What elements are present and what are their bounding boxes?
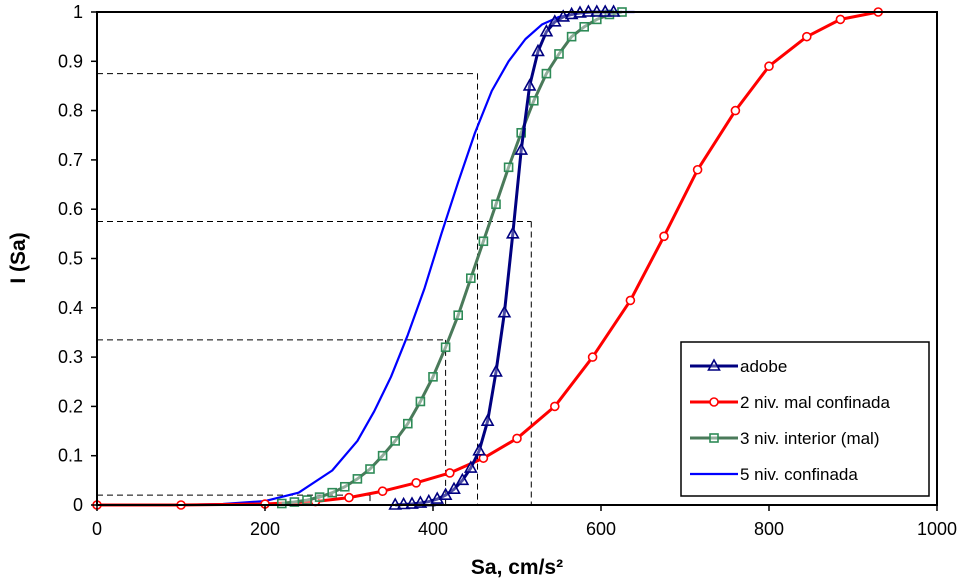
data-point <box>489 364 503 377</box>
data-point <box>554 49 564 59</box>
data-point <box>402 418 413 429</box>
data-point <box>411 478 422 488</box>
x-tick-label: 800 <box>754 519 784 539</box>
data-point <box>352 474 363 484</box>
y-axis-title: I (Sa) <box>7 232 30 283</box>
legend-box <box>680 341 930 497</box>
series-5-niv-confinada <box>97 10 635 507</box>
data-point <box>463 460 478 473</box>
series-3-niv-interior-mal <box>276 7 627 509</box>
data-point <box>497 305 512 318</box>
x-tick-label: 600 <box>586 519 616 539</box>
x-tick-label: 200 <box>250 519 280 539</box>
data-point <box>339 481 350 492</box>
data-point <box>587 352 598 362</box>
data-point <box>428 372 438 382</box>
y-tick-label: 0.2 <box>58 396 83 416</box>
data-point <box>390 436 401 446</box>
data-point <box>730 105 741 116</box>
x-tick-label: 400 <box>418 519 448 539</box>
x-tick-label: 1000 <box>917 519 957 539</box>
legend-label: 3 niv. interior (mal) <box>740 429 880 448</box>
y-tick-label: 0.9 <box>58 51 83 71</box>
reference-lines <box>97 73 532 505</box>
data-point <box>438 487 453 500</box>
data-point <box>539 24 554 37</box>
data-point <box>327 487 338 498</box>
data-point <box>549 401 560 412</box>
data-point <box>365 464 375 474</box>
data-point <box>514 142 529 155</box>
data-point <box>625 295 636 306</box>
data-point <box>377 486 388 496</box>
data-point <box>659 231 669 242</box>
data-point <box>455 472 470 486</box>
data-point <box>465 273 476 284</box>
y-tick-label: 0.6 <box>58 199 83 219</box>
data-point <box>531 43 545 57</box>
legend-marker <box>709 397 719 407</box>
data-point <box>516 127 527 138</box>
data-point <box>444 468 455 478</box>
data-point <box>579 21 590 32</box>
x-tick-label: 0 <box>92 519 102 539</box>
legend-marker <box>707 358 721 371</box>
data-point <box>566 31 577 42</box>
x-axis: 0 200 400 600 800 1000 <box>92 505 957 539</box>
legend-label: 2 niv. mal confinada <box>740 393 890 412</box>
data-point <box>835 14 846 25</box>
data-point <box>478 236 489 247</box>
data-point <box>522 78 537 91</box>
data-point <box>289 497 300 507</box>
data-point <box>377 450 388 461</box>
series-line <box>97 10 635 507</box>
data-point <box>505 226 520 239</box>
legend-label: 5 niv. confinada <box>740 465 858 484</box>
data-point <box>480 413 495 426</box>
y-tick-label: 0.7 <box>58 150 83 170</box>
series-line <box>281 10 623 506</box>
data-point <box>692 164 703 175</box>
y-tick-label: 1 <box>73 2 83 22</box>
data-point <box>440 342 451 353</box>
data-point <box>302 495 312 505</box>
y-axis: 0 0.1 0.2 0.3 0.4 0.5 0.6 0.7 0.8 0.9 1 <box>58 2 97 515</box>
y-tick-label: 0.8 <box>58 101 83 121</box>
data-point <box>344 492 354 503</box>
y-tick-label: 0.1 <box>58 446 83 466</box>
y-tick-label: 0.5 <box>58 249 83 269</box>
y-tick-label: 0 <box>73 495 83 515</box>
legend-label: adobe <box>740 357 787 376</box>
data-point <box>472 443 487 456</box>
legend-marker <box>709 433 719 443</box>
data-point <box>541 68 552 79</box>
data-point <box>528 95 539 106</box>
legend: adobe 2 niv. mal confinada 3 niv. interior… <box>680 341 930 497</box>
data-point <box>512 433 522 444</box>
data-point <box>491 199 501 210</box>
x-axis-title: Sa, cm/s² <box>471 556 563 579</box>
y-tick-label: 0.4 <box>58 298 83 318</box>
data-point <box>314 492 325 502</box>
data-point <box>801 31 812 42</box>
data-point <box>503 162 514 173</box>
data-point <box>276 498 287 509</box>
data-point <box>453 310 464 320</box>
y-tick-label: 0.3 <box>58 347 83 367</box>
data-point <box>415 396 426 407</box>
data-point <box>447 481 461 495</box>
data-point <box>764 61 774 72</box>
data-point <box>396 496 411 510</box>
